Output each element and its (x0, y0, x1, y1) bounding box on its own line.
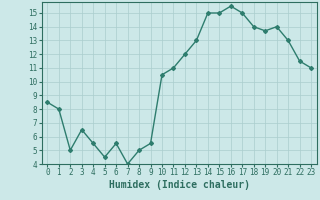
X-axis label: Humidex (Indice chaleur): Humidex (Indice chaleur) (109, 180, 250, 190)
